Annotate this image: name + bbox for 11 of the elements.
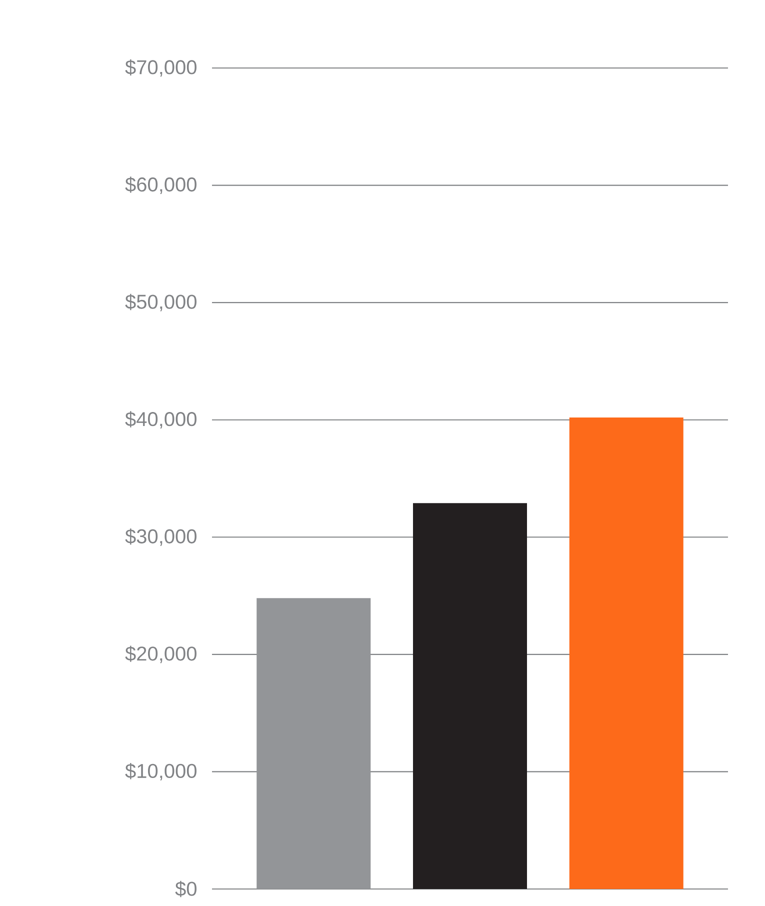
y-tick-label: $40,000: [125, 411, 196, 429]
y-tick-label: $30,000: [125, 528, 196, 546]
y-tick-label: $20,000: [125, 646, 196, 664]
y-tick-label: $60,000: [125, 176, 196, 194]
y-tick-label: $70,000: [125, 59, 196, 77]
y-tick-label: $10,000: [125, 763, 196, 780]
bar: [569, 418, 684, 889]
y-tick-label: $50,000: [125, 294, 196, 312]
y-tick-label: $0: [175, 880, 196, 898]
bar: [413, 503, 527, 889]
bar: [256, 598, 371, 889]
